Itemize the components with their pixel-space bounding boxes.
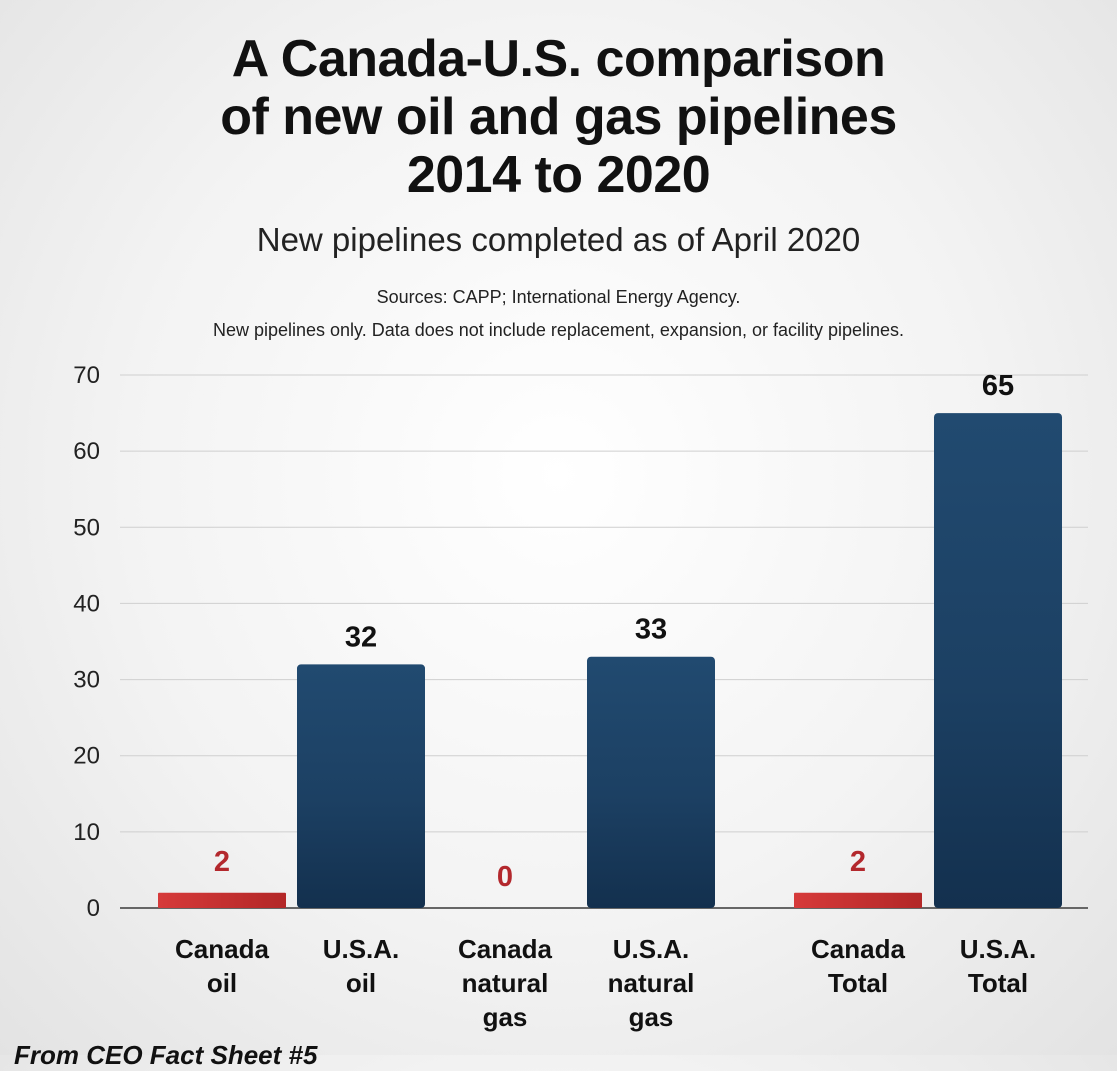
x-tick-label: Canada natural gas: [458, 934, 552, 1032]
bar-canada-oil: [158, 892, 286, 908]
bar-usa-total: [934, 413, 1062, 908]
chart-title-line-3: 2014 to 2020: [406, 146, 711, 204]
bar-usa-oil: [297, 664, 425, 908]
y-tick-label: 70: [73, 362, 100, 389]
bar-canada-total: [794, 892, 922, 908]
y-tick-label: 50: [73, 514, 100, 541]
data-label: 2: [850, 846, 866, 878]
data-label: 65: [982, 370, 1014, 402]
x-tick-label: Canada Total: [811, 934, 905, 998]
y-tick-label: 30: [73, 667, 100, 694]
x-tick-label: U.S.A. Total: [960, 934, 1037, 998]
y-tick-label: 40: [73, 590, 100, 617]
x-axis: Canada oil U.S.A. oil Canada natural gas U.S.A.…: [175, 934, 1036, 1032]
y-tick-label: 10: [73, 819, 100, 846]
chart-title-line-1: A Canada-U.S. comparison: [231, 30, 886, 88]
chart-title-line-2: of new oil and gas pipelines: [220, 88, 897, 146]
x-tick-label: U.S.A. oil: [323, 934, 400, 998]
chart-footer: From CEO Fact Sheet #5: [14, 1040, 318, 1070]
data-label: 33: [635, 614, 667, 646]
chart-title: A Canada-U.S. comparison of new oil and …: [0, 30, 1117, 204]
data-labels: 2 32 0 33 2 65: [214, 370, 1014, 893]
chart-subtitle: New pipelines completed as of April 2020: [256, 221, 861, 258]
x-tick-label: Canada oil: [175, 934, 269, 998]
gridlines: [120, 374, 1088, 833]
data-label: 0: [497, 861, 513, 893]
data-label: 32: [345, 621, 377, 653]
chart-source: Sources: CAPP; International Energy Agen…: [376, 287, 741, 307]
y-tick-label: 0: [87, 895, 100, 922]
data-label: 2: [214, 846, 230, 878]
y-tick-label: 60: [73, 438, 100, 465]
chart-note: New pipelines only. Data does not includ…: [212, 320, 905, 340]
bar-usa-natural-gas: [587, 656, 715, 908]
x-tick-label: U.S.A. natural gas: [608, 934, 695, 1032]
y-tick-label: 20: [73, 743, 100, 770]
bars: [158, 413, 1062, 908]
